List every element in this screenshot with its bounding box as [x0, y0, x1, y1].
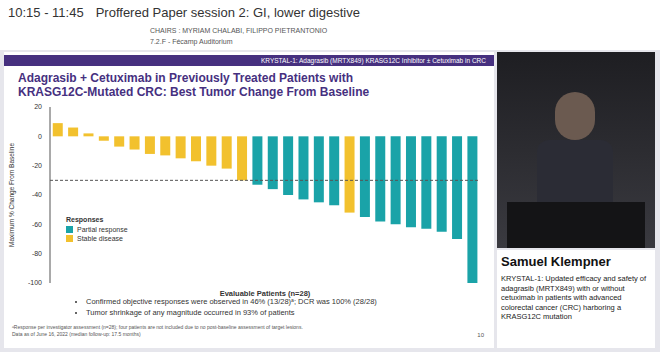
svg-text:Maximum % Change From Baseline: Maximum % Change From Baseline — [8, 143, 16, 247]
html-text:Data as of June 16, 2022 (medi: Data as of June 16, 2022 (median follow-… — [12, 331, 141, 337]
svg-text:-80: -80 — [32, 250, 42, 257]
html-text:Responses: Responses — [66, 216, 104, 223]
svg-text:-60: -60 — [32, 221, 42, 228]
html-text:Partial response: Partial response — [77, 226, 128, 233]
html-text:Proffered Paper session 2: GI,: Proffered Paper session 2: GI, lower dig… — [95, 5, 360, 20]
html-text:10: 10 — [477, 332, 484, 338]
svg-text:0: 0 — [38, 133, 42, 140]
html-text:Samuel Klempner: Samuel Klempner — [501, 254, 611, 269]
html-text:ᵃResponse per investigator ass: ᵃResponse per investigator assessment (n… — [12, 324, 303, 330]
html-text:Adagrasib + Cetuximab in Previ: Adagrasib + Cetuximab in Previously Trea… — [18, 71, 370, 99]
svg-text:Evaluable Patients (n=28): Evaluable Patients (n=28) — [220, 289, 311, 298]
html-text:KRYSTAL-1: Adagrasib (MRTX849): KRYSTAL-1: Adagrasib (MRTX849) KRASG12C … — [261, 57, 486, 64]
html-text:10:15 - 11:45: 10:15 - 11:45 — [8, 5, 84, 20]
html-text:CHAIRS : MYRIAM CHALABI, FILIP: CHAIRS : MYRIAM CHALABI, FILIPPO PIETRAN… — [150, 27, 328, 34]
html-text:Confirmed objective responses: Confirmed objective responses were obser… — [86, 297, 377, 306]
html-text:Stable disease: Stable disease — [77, 235, 123, 242]
html-text:7.2.F - Fécamp Auditorium: 7.2.F - Fécamp Auditorium — [150, 38, 233, 45]
svg-text:-20: -20 — [32, 162, 42, 169]
svg-text:20: 20 — [34, 103, 42, 110]
html-text:Tumor shrinkage of any magnitu: Tumor shrinkage of any magnitude occurre… — [86, 308, 295, 317]
svg-text:-100: -100 — [28, 279, 42, 286]
svg-text:-40: -40 — [32, 191, 42, 198]
html-text:KRYSTAL-1: Updated efficacy an: KRYSTAL-1: Updated efficacy and safety o… — [501, 274, 647, 321]
